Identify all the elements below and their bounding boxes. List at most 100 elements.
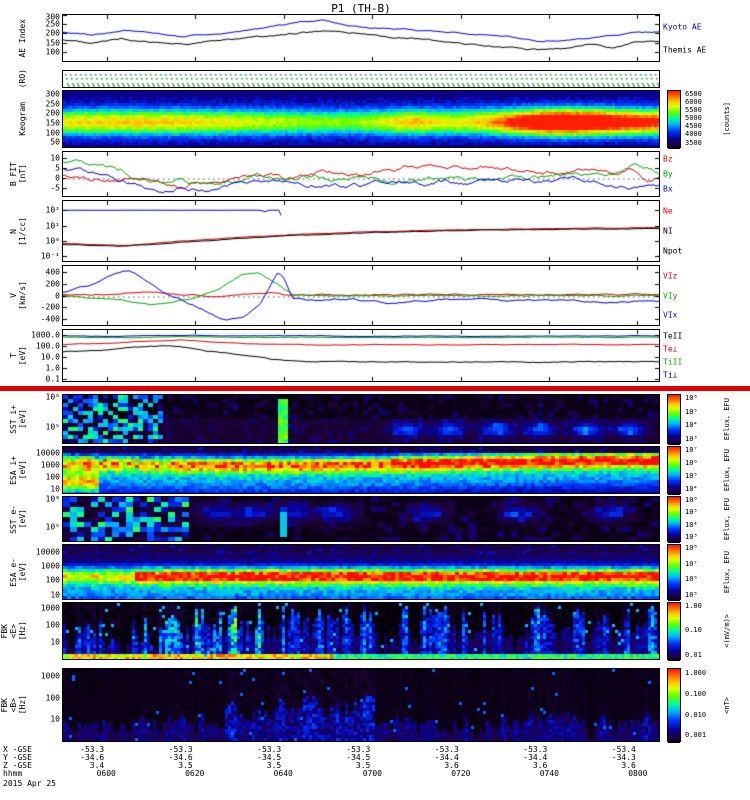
y-tick-labels: 10⁶ 10⁵ [29,392,63,443]
y-tick-labels: 10 5 0 -5 [29,152,63,196]
position-value: 3.5 [178,761,193,770]
axis-row-label: Y -GSE [3,753,32,762]
legend-label: Npot [663,246,683,256]
y-axis-title-line: T [9,353,18,358]
axis-row-label: X -GSE [3,745,32,754]
legend-label: VIz [663,271,678,281]
colorbar-tick-label: 10³ [685,435,698,444]
legend-label: Ne [663,206,673,216]
y-axis-title-line: [eV] [18,409,27,429]
y-axis-title: ESA e- [eV] [9,545,27,599]
legend-label: VIx [663,310,678,320]
panel-canvas-ssti [63,395,659,443]
y-tick-label: 250 [45,99,60,109]
panel-canvas-keo [63,91,659,147]
colorbar-tick-label: 5500 [685,106,702,115]
y-tick-labels: 400 200 0 -200 -400 [29,266,63,325]
legend-label: Kyoto AE [663,22,702,31]
y-axis-title: B FIT [nT] [9,152,27,196]
colorbar-tick-label: 10³ [685,533,698,542]
panel-v: V [km/s] 400 200 0 -200 -400 VIz VIy VIx [9,265,677,326]
y-axis-title: T [eV] [9,330,27,381]
colorbar [667,446,681,495]
y-axis-title: V [km/s] [9,266,27,325]
y-tick-label: 10⁵ [45,522,60,532]
y-tick-labels: 300 250 200 150 100 [29,12,63,61]
y-tick-label: 400 [45,267,60,277]
colorbar [667,90,681,149]
legend-label: TiII [663,357,683,367]
axis-date-label: 2015 Apr 25 [3,779,56,788]
y-tick-label: 10⁵ [45,422,60,432]
position-value: 3.5 [355,761,371,770]
y-tick-label: 10⁶ [45,494,60,504]
y-axis-title-line: ESA i+ [9,455,18,485]
y-axis-title-line: Keogram [18,102,27,136]
legend-label: By [663,169,673,179]
y-tick-label: 10⁶ [45,392,60,402]
colorbar-unit-label: <(mV/m)> [723,603,735,659]
y-tick-label: 100 [45,128,60,138]
position-value: -53.3 [346,745,371,754]
y-tick-label: 10⁻¹ [40,251,60,261]
panel-ro: (RO) [18,69,660,89]
colorbar-tick-label: 0.01 [685,650,702,659]
colorbar-tick-label: 0.010 [685,710,707,719]
y-tick-label: 10 [50,153,60,163]
colorbar-gradient [668,545,680,601]
colorbar-tick-labels: 6500 6000 5500 5000 4500 4000 3500 [685,90,719,147]
colorbar-tick-label: 1.00 [685,602,702,611]
position-value: -53.3 [257,745,282,754]
y-axis-title-line: V [9,293,18,298]
panel-sste: SST e- [eV] 10⁶ 10⁵ 10⁶ 10⁵ 10⁴ 10³ EFlux, EFU [9,495,731,543]
legend-label: Bx [663,184,673,194]
colorbar-gradient [668,91,680,149]
colorbar-unit-label: <nT> [723,669,735,741]
colorbar-tick-label: 1.000 [685,669,707,678]
separator-bar [0,386,750,391]
colorbar [667,394,681,445]
y-tick-label: 10¹ [45,221,60,231]
y-tick-label: 10 [50,590,60,600]
colorbar-unit-text: EFlux, EFU [723,448,731,492]
plot-title: P1 (TH-B) [331,2,391,15]
y-tick-label: 250 [45,19,60,29]
y-tick-label: 100 [45,620,60,630]
y-tick-label: 10⁰ [45,236,60,246]
colorbar-unit-text: EFlux, EFU [723,397,731,441]
y-tick-label: -5 [50,183,60,193]
axis-row-label: hhmm [3,769,23,778]
time-tick-label: 0640 [273,769,293,778]
colorbar-tick-label: 0.10 [685,626,702,635]
position-value: -53.3 [168,745,193,754]
panel-ae: AE Index 300 250 200 150 100 Kyoto AE Themis AE [18,12,706,62]
position-value: -53.3 [523,745,548,754]
time-tick-label: 0720 [451,769,471,778]
y-tick-label: 100 [45,693,60,702]
colorbar-gradient [668,497,680,543]
y-tick-label: 10² [45,205,60,215]
y-axis-title: (RO) [18,69,27,88]
y-tick-label: 0 [55,173,60,183]
colorbar-tick-label: 0.100 [685,689,707,698]
y-tick-label: 100 [45,472,60,482]
position-value: -34.6 [168,753,193,762]
axis-row-label: Z -GSE [3,761,32,770]
colorbar-tick-label: 6000 [685,98,702,107]
position-value: -34.3 [611,753,636,762]
y-tick-label: 10000 [35,547,60,557]
position-value: 3.6 [621,761,636,770]
y-axis-title-line: AE Index [18,18,27,58]
y-axis-title: ESA i+ [eV] [9,447,27,493]
y-axis-title-line: N [9,228,18,234]
colorbar-unit-label: EFlux, EFU [723,497,735,541]
y-tick-label: 100.0 [35,341,60,351]
y-tick-labels: 10² 10¹ 10⁰ 10⁻¹ [29,201,63,261]
colorbar-tick-label: 6500 [685,90,702,99]
legend-label: Ti⊥ [663,370,678,380]
colorbar-tick-label: 10⁵ [685,472,698,481]
colorbar-tick-labels: 10⁶ 10⁵ 10⁴ 10³ [685,394,719,444]
colorbar-tick-labels: 1.00 0.10 0.01 [685,602,719,659]
colorbar-tick-label: 10⁵ [685,590,698,599]
y-tick-labels: 300 250 200 150 100 50 [29,89,63,147]
